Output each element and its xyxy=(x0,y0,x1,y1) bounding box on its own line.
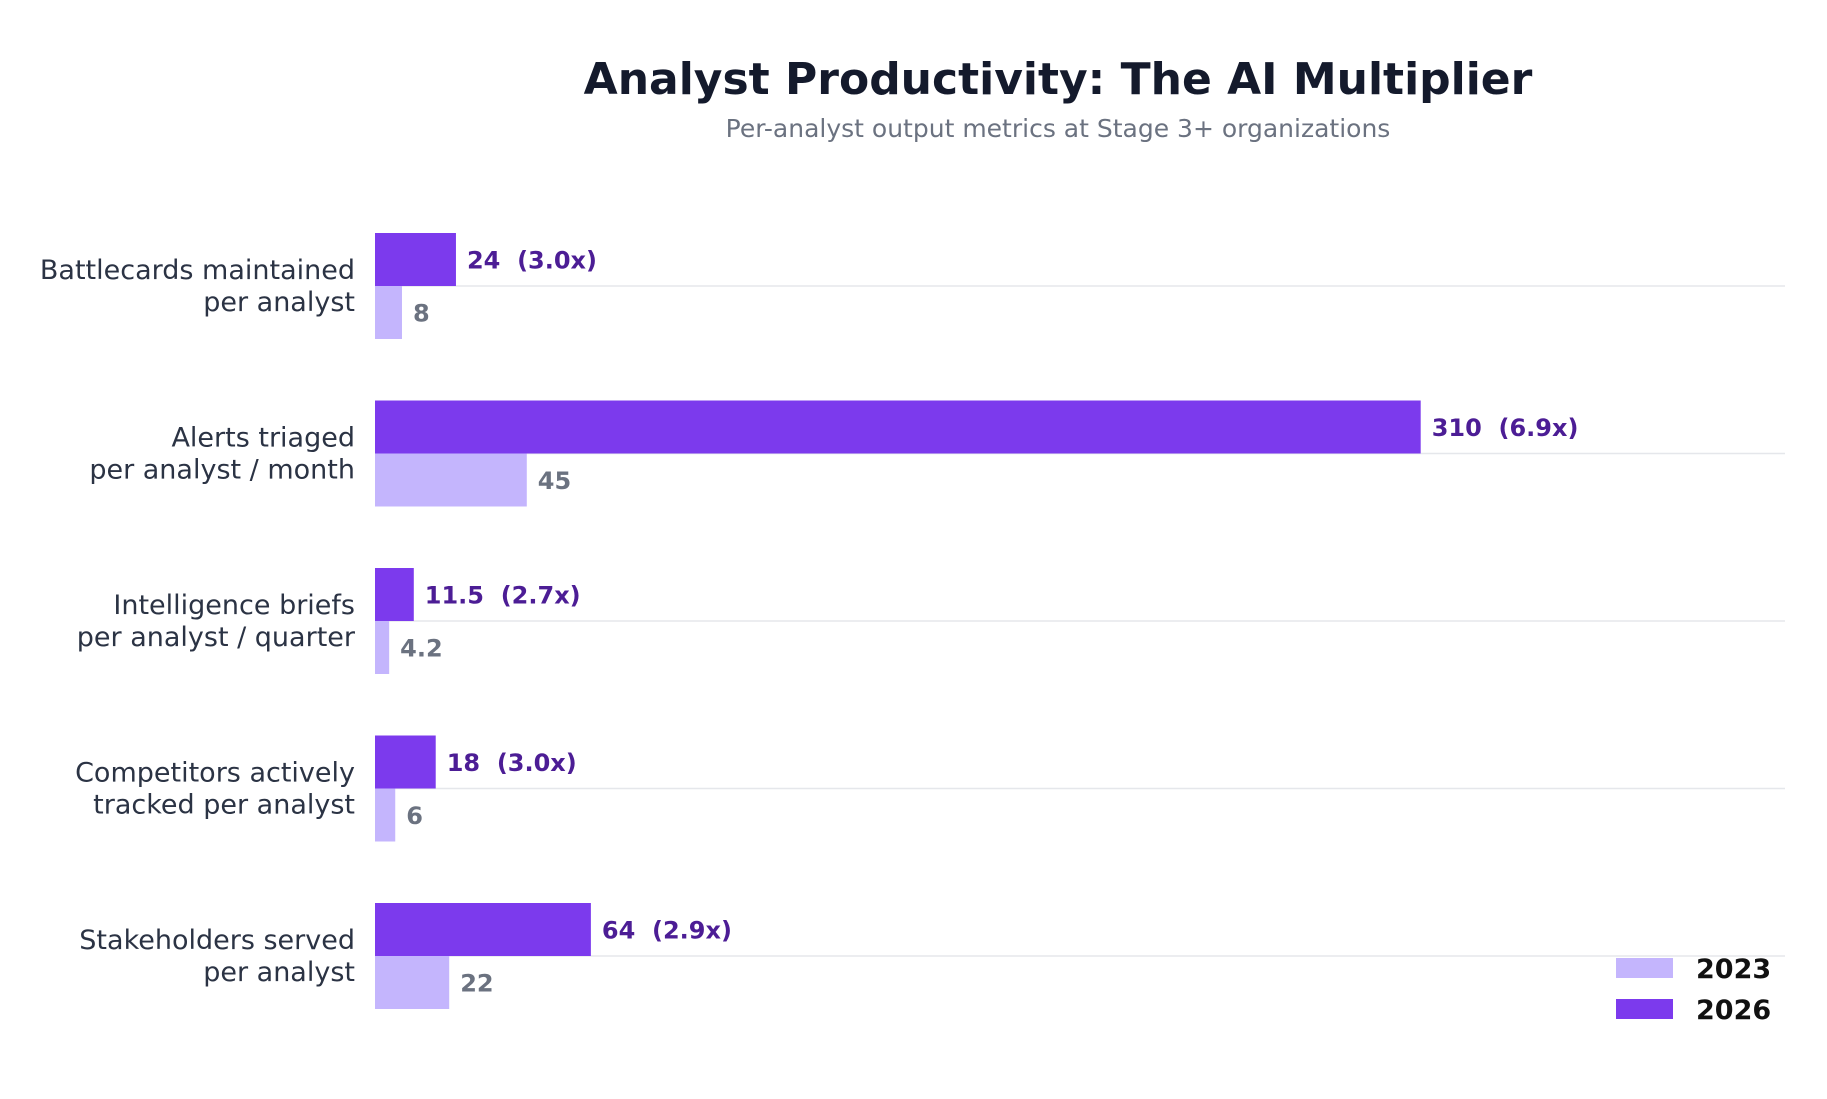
legend-label: 2023 xyxy=(1696,954,1771,985)
category-label: Intelligence briefs per analyst / quarter xyxy=(77,590,356,653)
category-labels: Battlecards maintained per analyst Alerts … xyxy=(40,255,356,988)
legend-item-2026: 2026 xyxy=(1616,995,1771,1026)
legend-label: 2026 xyxy=(1696,995,1771,1026)
data-label-2023: 45 xyxy=(538,467,571,495)
bar-2026 xyxy=(375,233,456,286)
bar-2026 xyxy=(375,903,591,956)
legend-item-2023: 2023 xyxy=(1616,954,1771,985)
bar-2023 xyxy=(375,788,396,842)
category-label: Battlecards maintained per analyst xyxy=(40,255,355,318)
chart-subtitle: Per-analyst output metrics at Stage 3+ o… xyxy=(726,114,1391,143)
bar-2026 xyxy=(375,568,414,621)
data-label-2026: 310 (6.9x) xyxy=(1432,414,1579,442)
bars xyxy=(375,233,1421,1009)
bar-2023 xyxy=(375,621,390,674)
bar-2026 xyxy=(375,735,436,789)
legend-swatch xyxy=(1616,958,1673,978)
category-label: Stakeholders served per analyst xyxy=(79,925,355,988)
data-label-2023: 22 xyxy=(460,970,493,998)
bar-2026 xyxy=(375,400,1421,454)
data-labels: 24 (3.0x) 8 310 (6.9x) 45 11.5 (2.7x) 4.2 18 (… xyxy=(400,247,1578,998)
gridlines xyxy=(375,285,1785,957)
data-label-2023: 6 xyxy=(406,802,423,830)
bar-2023 xyxy=(375,453,527,507)
category-label: Alerts triaged per analyst / month xyxy=(89,423,355,486)
legend: 2023 2026 xyxy=(1616,954,1771,1026)
data-label-2023: 8 xyxy=(413,300,430,328)
data-label-2023: 4.2 xyxy=(400,635,443,663)
data-label-2026: 24 (3.0x) xyxy=(467,247,597,275)
data-label-2026: 64 (2.9x) xyxy=(602,917,732,945)
data-label-2026: 11.5 (2.7x) xyxy=(425,582,581,610)
bar-2023 xyxy=(375,956,450,1009)
category-label: Competitors actively tracked per analyst xyxy=(75,758,355,821)
legend-swatch xyxy=(1616,999,1673,1019)
chart-title: Analyst Productivity: The AI Multiplier xyxy=(584,54,1533,105)
data-label-2026: 18 (3.0x) xyxy=(447,749,577,777)
bar-2023 xyxy=(375,286,402,339)
